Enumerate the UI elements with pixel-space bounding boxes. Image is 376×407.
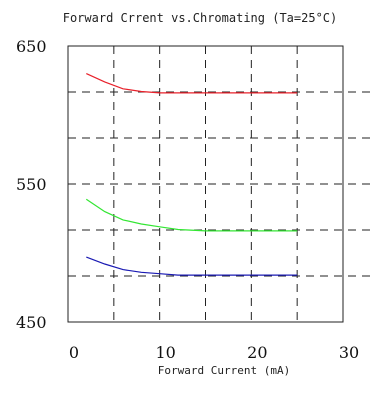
x-tick-label: 10: [155, 343, 175, 362]
x-axis-label: Forward Current (mA): [158, 364, 290, 377]
series-line-3: [86, 256, 298, 276]
x-tick-label: 0: [69, 343, 79, 362]
chart-title: Forward Crrent vs.Chromating (Ta=25°C): [63, 11, 338, 25]
y-tick-label: 450: [16, 313, 47, 332]
grid: [67, 45, 375, 323]
series-group: [85, 73, 298, 276]
tick-labels: 650 550 450 0 10 20 30: [16, 37, 359, 362]
series-line-2: [85, 198, 298, 232]
x-tick-label: 20: [247, 343, 267, 362]
x-tick-label: 30: [339, 343, 359, 362]
series-line-1: [86, 73, 298, 94]
plot-frame: [67, 45, 344, 323]
y-tick-label: 650: [16, 37, 47, 56]
y-tick-label: 550: [16, 175, 47, 194]
